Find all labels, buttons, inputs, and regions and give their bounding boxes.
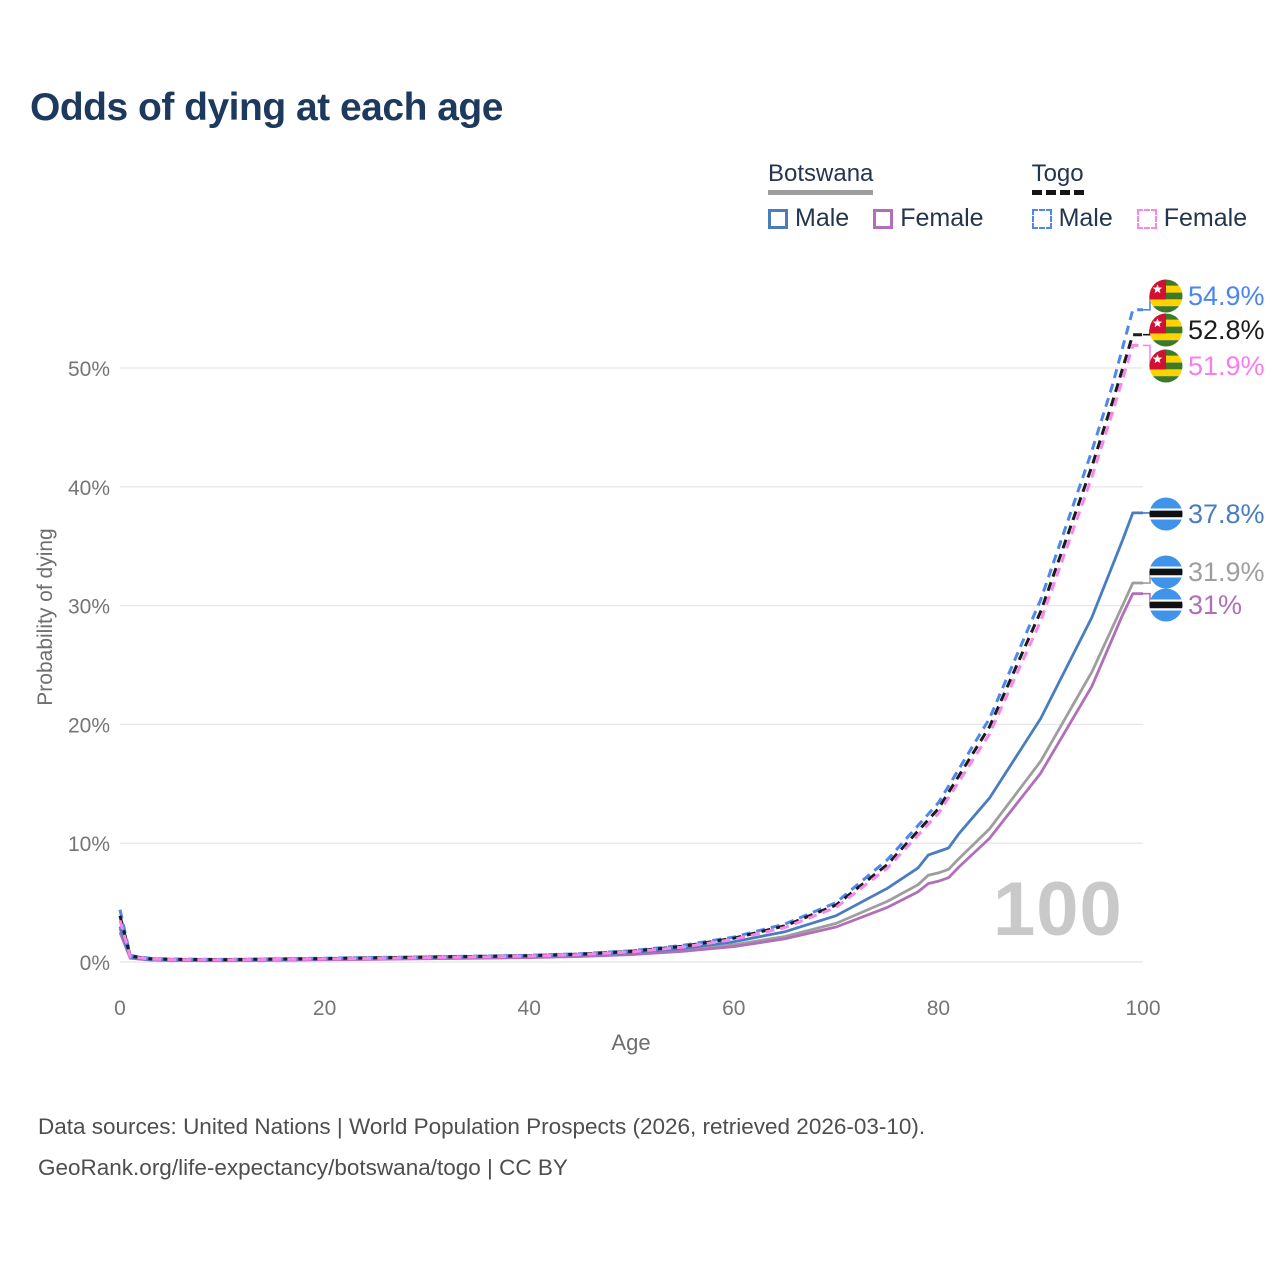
series-line-botswana-all[interactable] <box>118 581 1143 962</box>
togo-flag-icon <box>1149 313 1183 347</box>
end-label-value: 54.9% <box>1188 280 1265 311</box>
botswana-flag-icon <box>1149 555 1183 589</box>
x-tick-label: 0 <box>114 997 126 1020</box>
togo-flag-icon <box>1149 349 1183 383</box>
footer: Data sources: United Nations | World Pop… <box>38 1106 925 1188</box>
y-tick-label: 50% <box>68 358 110 381</box>
x-tick-label: 60 <box>722 997 745 1020</box>
y-axis-title: Probability of dying <box>34 528 57 706</box>
y-tick-label: 0% <box>80 952 110 975</box>
end-label-botswana-all: 31.9% <box>1149 555 1265 589</box>
legend-label: Female <box>1163 204 1248 232</box>
x-tick-label: 100 <box>1125 997 1160 1020</box>
series-line-botswana-female[interactable] <box>118 592 1143 963</box>
end-label-value: 51.9% <box>1188 350 1265 381</box>
legend-label: Male <box>795 204 850 232</box>
series-line-togo-female[interactable] <box>118 343 1143 962</box>
x-axis-title: Age <box>611 1030 651 1055</box>
x-tick-label: 20 <box>313 997 336 1020</box>
end-label-togo-male: 54.9% <box>1149 279 1265 313</box>
x-tick-label: 40 <box>518 997 541 1020</box>
series-line-togo-male[interactable] <box>118 308 1143 961</box>
y-tick-label: 10% <box>68 833 110 856</box>
legend-item-togo-male[interactable]: Male <box>1031 204 1113 233</box>
legend-country-botswana[interactable]: Botswana <box>768 160 874 195</box>
legend-country-togo[interactable]: Togo <box>1031 160 1084 195</box>
end-label-botswana-male: 37.8% <box>1149 497 1265 531</box>
end-label-value: 37.8% <box>1188 498 1265 529</box>
end-label-togo-all: 52.8% <box>1149 313 1265 347</box>
botswana-female-swatch-icon <box>873 208 894 229</box>
legend-label: Male <box>1058 204 1113 232</box>
legend-item-botswana-female[interactable]: Female <box>873 204 984 233</box>
x-tick-label: 80 <box>927 997 950 1020</box>
legend-item-togo-female[interactable]: Female <box>1136 204 1248 233</box>
end-label-botswana-female: 31% <box>1149 588 1242 622</box>
legend-row-botswana: Male Female <box>768 204 984 233</box>
end-label-value: 52.8% <box>1188 314 1265 345</box>
togo-flag-icon <box>1149 279 1183 313</box>
footer-attribution: GeoRank.org/life-expectancy/botswana/tog… <box>38 1155 568 1180</box>
end-label-value: 31.9% <box>1188 556 1265 587</box>
end-label-value: 31% <box>1188 589 1243 620</box>
age-watermark: 100 <box>993 867 1123 952</box>
legend: Botswana Male Female Togo Male <box>768 160 1247 233</box>
page-title: Odds of dying at each age <box>30 86 503 129</box>
y-tick-label: 30% <box>68 596 110 619</box>
y-tick-label: 40% <box>68 477 110 500</box>
series-line-togo-all[interactable] <box>118 333 1143 962</box>
y-tick-label: 20% <box>68 714 110 737</box>
legend-item-botswana-male[interactable]: Male <box>768 204 849 233</box>
footer-datasource: Data sources: United Nations | World Pop… <box>38 1114 926 1139</box>
legend-label: Female <box>900 204 984 232</box>
legend-group-botswana: Botswana Male Female <box>768 160 984 233</box>
togo-female-swatch-icon <box>1136 208 1157 229</box>
botswana-flag-icon <box>1149 497 1183 531</box>
end-label-togo-female: 51.9% <box>1149 349 1265 383</box>
botswana-male-swatch-icon <box>768 208 788 229</box>
togo-male-swatch-icon <box>1031 208 1052 229</box>
botswana-flag-icon <box>1149 588 1183 622</box>
legend-group-togo: Togo Male Female <box>1031 160 1248 233</box>
legend-row-togo: Male Female <box>1031 204 1248 233</box>
